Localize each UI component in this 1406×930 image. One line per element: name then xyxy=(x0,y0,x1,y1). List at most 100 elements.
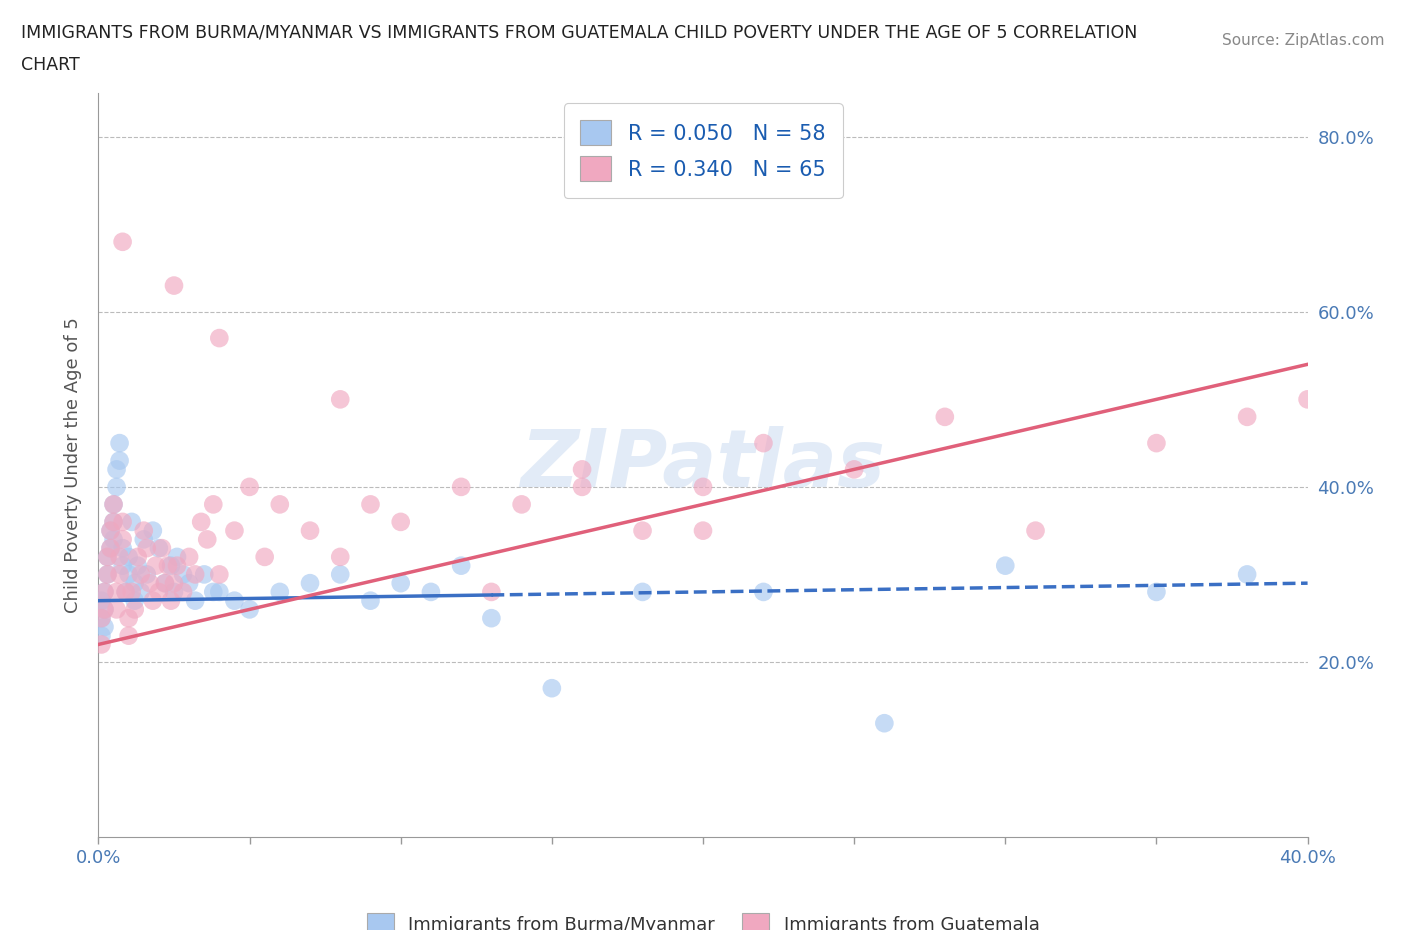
Point xyxy=(148,540,170,555)
Point xyxy=(994,558,1017,573)
Point xyxy=(195,532,218,547)
Text: Source: ZipAtlas.com: Source: ZipAtlas.com xyxy=(1222,33,1385,47)
Point xyxy=(631,524,654,538)
Point xyxy=(96,550,118,565)
Point xyxy=(172,567,194,582)
Point xyxy=(389,576,412,591)
Point xyxy=(1236,567,1258,582)
Point xyxy=(114,584,136,599)
Point xyxy=(224,593,246,608)
Point xyxy=(299,576,322,591)
Point xyxy=(111,540,134,555)
Point xyxy=(103,497,125,512)
Y-axis label: Child Poverty Under the Age of 5: Child Poverty Under the Age of 5 xyxy=(63,317,82,613)
Point xyxy=(239,602,262,617)
Point xyxy=(172,584,194,599)
Point xyxy=(571,480,593,495)
Point xyxy=(269,497,291,512)
Point xyxy=(163,576,186,591)
Point xyxy=(208,331,231,346)
Point xyxy=(163,584,186,599)
Point xyxy=(132,524,155,538)
Point xyxy=(208,584,231,599)
Point xyxy=(142,593,165,608)
Point xyxy=(184,567,207,582)
Point xyxy=(93,619,115,634)
Point xyxy=(108,453,131,468)
Point xyxy=(179,576,201,591)
Point xyxy=(93,602,115,617)
Point xyxy=(160,593,183,608)
Point xyxy=(100,524,122,538)
Point xyxy=(124,602,146,617)
Point xyxy=(114,584,136,599)
Point xyxy=(108,567,131,582)
Point xyxy=(118,550,141,565)
Point xyxy=(692,524,714,538)
Point xyxy=(100,540,122,555)
Point xyxy=(873,716,896,731)
Text: IMMIGRANTS FROM BURMA/MYANMAR VS IMMIGRANTS FROM GUATEMALA CHILD POVERTY UNDER T: IMMIGRANTS FROM BURMA/MYANMAR VS IMMIGRA… xyxy=(21,23,1137,41)
Point xyxy=(239,480,262,495)
Point xyxy=(571,462,593,477)
Point xyxy=(96,567,118,582)
Point xyxy=(111,532,134,547)
Point xyxy=(481,584,503,599)
Point xyxy=(224,524,246,538)
Point xyxy=(111,558,134,573)
Point xyxy=(1296,392,1319,406)
Point xyxy=(90,593,112,608)
Point xyxy=(150,540,173,555)
Point xyxy=(329,550,352,565)
Point xyxy=(105,462,128,477)
Point xyxy=(184,593,207,608)
Point xyxy=(1144,584,1167,599)
Point xyxy=(93,584,115,599)
Point xyxy=(752,584,775,599)
Point xyxy=(118,611,141,626)
Point xyxy=(208,567,231,582)
Point xyxy=(96,550,118,565)
Point xyxy=(329,392,352,406)
Point xyxy=(93,602,115,617)
Point xyxy=(148,584,170,599)
Point xyxy=(90,611,112,626)
Point xyxy=(103,514,125,529)
Point xyxy=(692,480,714,495)
Point xyxy=(253,550,276,565)
Point xyxy=(108,550,131,565)
Point xyxy=(90,629,112,644)
Point xyxy=(121,584,143,599)
Point xyxy=(420,584,443,599)
Point xyxy=(96,567,118,582)
Point xyxy=(153,576,176,591)
Point xyxy=(105,602,128,617)
Point xyxy=(118,629,141,644)
Point xyxy=(160,558,183,573)
Point xyxy=(540,681,562,696)
Point xyxy=(124,593,146,608)
Point xyxy=(166,550,188,565)
Text: CHART: CHART xyxy=(21,56,80,73)
Point xyxy=(510,497,533,512)
Point xyxy=(360,593,382,608)
Point xyxy=(1024,524,1046,538)
Text: ZIPatlas: ZIPatlas xyxy=(520,426,886,504)
Point xyxy=(111,514,134,529)
Point xyxy=(450,558,472,573)
Point xyxy=(121,514,143,529)
Point xyxy=(202,497,225,512)
Point xyxy=(481,611,503,626)
Point xyxy=(103,532,125,547)
Point xyxy=(90,611,112,626)
Point xyxy=(105,480,128,495)
Point xyxy=(145,558,167,573)
Point xyxy=(193,567,215,582)
Point xyxy=(179,550,201,565)
Point xyxy=(108,435,131,450)
Point xyxy=(1144,435,1167,450)
Point xyxy=(299,524,322,538)
Point xyxy=(156,558,179,573)
Point xyxy=(100,540,122,555)
Point xyxy=(132,532,155,547)
